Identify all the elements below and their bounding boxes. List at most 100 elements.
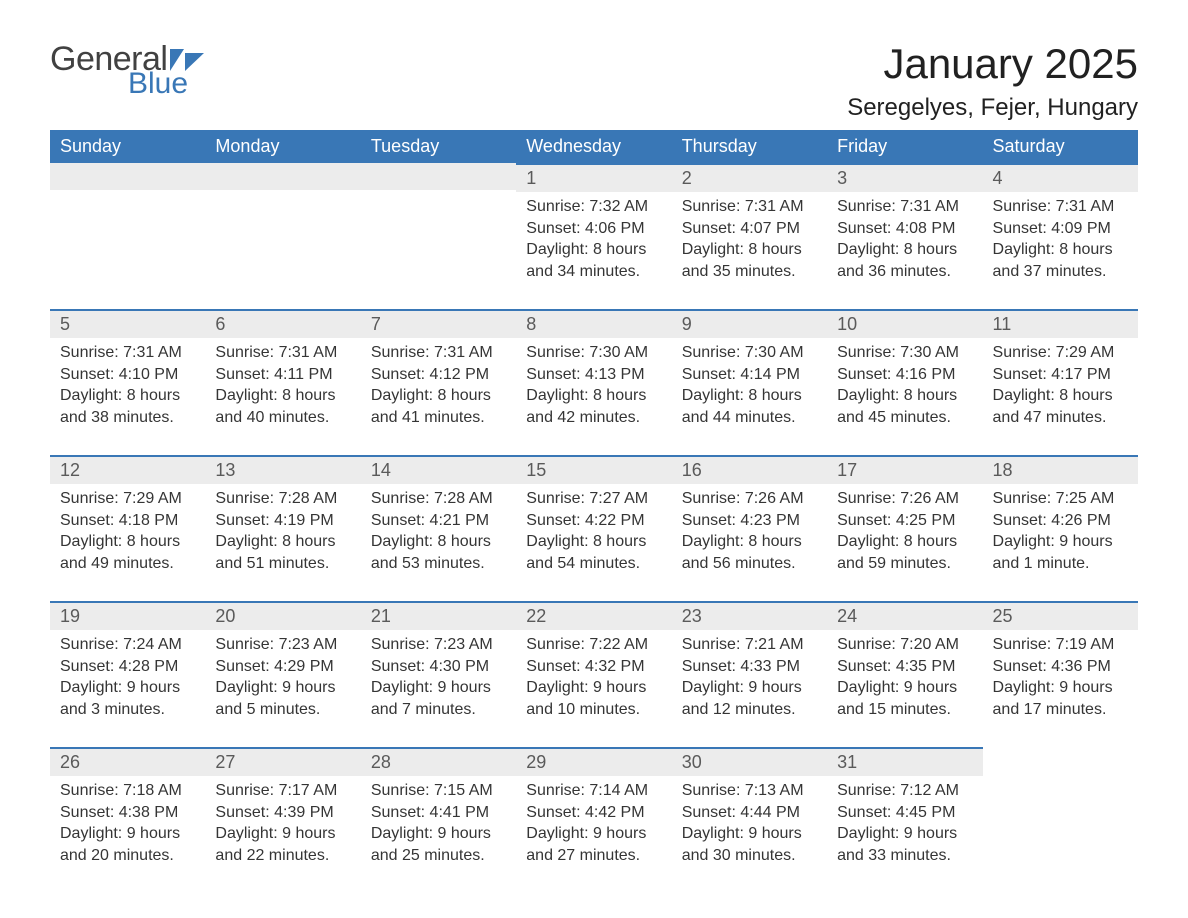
sunset-text: Sunset: 4:32 PM — [526, 656, 661, 678]
sunrise-text: Sunrise: 7:13 AM — [682, 780, 817, 802]
sunset-text: Sunset: 4:23 PM — [682, 510, 817, 532]
daylight-text-2: and 44 minutes. — [682, 407, 817, 429]
daylight-text-2: and 41 minutes. — [371, 407, 506, 429]
sunset-text: Sunset: 4:38 PM — [60, 802, 195, 824]
calendar-day: 21Sunrise: 7:23 AMSunset: 4:30 PMDayligh… — [361, 601, 516, 747]
calendar-day: 7Sunrise: 7:31 AMSunset: 4:12 PMDaylight… — [361, 309, 516, 455]
calendar-day: 24Sunrise: 7:20 AMSunset: 4:35 PMDayligh… — [827, 601, 982, 747]
sunset-text: Sunset: 4:07 PM — [682, 218, 817, 240]
sunset-text: Sunset: 4:09 PM — [993, 218, 1128, 240]
sunset-text: Sunset: 4:26 PM — [993, 510, 1128, 532]
daylight-text-2: and 37 minutes. — [993, 261, 1128, 283]
sunrise-text: Sunrise: 7:26 AM — [837, 488, 972, 510]
daylight-text-2: and 47 minutes. — [993, 407, 1128, 429]
weekday-header: Friday — [827, 130, 982, 163]
sunset-text: Sunset: 4:12 PM — [371, 364, 506, 386]
day-number: 2 — [672, 163, 827, 192]
empty-day-header — [361, 163, 516, 190]
header: General Blue January 2025 Seregelyes, Fe… — [50, 40, 1138, 122]
calendar-body: 1Sunrise: 7:32 AMSunset: 4:06 PMDaylight… — [50, 163, 1138, 893]
weekday-header: Wednesday — [516, 130, 671, 163]
sunrise-text: Sunrise: 7:23 AM — [215, 634, 350, 656]
daylight-text-2: and 35 minutes. — [682, 261, 817, 283]
calendar-day: 23Sunrise: 7:21 AMSunset: 4:33 PMDayligh… — [672, 601, 827, 747]
daylight-text-2: and 38 minutes. — [60, 407, 195, 429]
calendar-day — [361, 163, 516, 309]
calendar-day: 11Sunrise: 7:29 AMSunset: 4:17 PMDayligh… — [983, 309, 1138, 455]
daylight-text-1: Daylight: 9 hours — [526, 823, 661, 845]
day-number: 1 — [516, 163, 671, 192]
calendar-day: 15Sunrise: 7:27 AMSunset: 4:22 PMDayligh… — [516, 455, 671, 601]
calendar-day: 3Sunrise: 7:31 AMSunset: 4:08 PMDaylight… — [827, 163, 982, 309]
daylight-text-2: and 36 minutes. — [837, 261, 972, 283]
logo-flag-icon — [170, 49, 204, 76]
daylight-text-2: and 49 minutes. — [60, 553, 195, 575]
sunset-text: Sunset: 4:11 PM — [215, 364, 350, 386]
day-number: 8 — [516, 309, 671, 338]
day-body: Sunrise: 7:21 AMSunset: 4:33 PMDaylight:… — [672, 630, 827, 728]
day-body: Sunrise: 7:31 AMSunset: 4:11 PMDaylight:… — [205, 338, 360, 436]
daylight-text-2: and 17 minutes. — [993, 699, 1128, 721]
calendar-day — [50, 163, 205, 309]
sunset-text: Sunset: 4:19 PM — [215, 510, 350, 532]
sunset-text: Sunset: 4:08 PM — [837, 218, 972, 240]
sunset-text: Sunset: 4:33 PM — [682, 656, 817, 678]
daylight-text-2: and 33 minutes. — [837, 845, 972, 867]
sunset-text: Sunset: 4:29 PM — [215, 656, 350, 678]
daylight-text-1: Daylight: 8 hours — [215, 531, 350, 553]
sunrise-text: Sunrise: 7:20 AM — [837, 634, 972, 656]
sunrise-text: Sunrise: 7:31 AM — [60, 342, 195, 364]
daylight-text-2: and 1 minute. — [993, 553, 1128, 575]
calendar-week: 26Sunrise: 7:18 AMSunset: 4:38 PMDayligh… — [50, 747, 1138, 893]
daylight-text-2: and 10 minutes. — [526, 699, 661, 721]
empty-day-header — [50, 163, 205, 190]
weekday-header: Thursday — [672, 130, 827, 163]
sunrise-text: Sunrise: 7:17 AM — [215, 780, 350, 802]
daylight-text-1: Daylight: 8 hours — [837, 385, 972, 407]
calendar-day: 31Sunrise: 7:12 AMSunset: 4:45 PMDayligh… — [827, 747, 982, 893]
calendar-day: 13Sunrise: 7:28 AMSunset: 4:19 PMDayligh… — [205, 455, 360, 601]
sunrise-text: Sunrise: 7:29 AM — [993, 342, 1128, 364]
day-number: 14 — [361, 455, 516, 484]
sunrise-text: Sunrise: 7:29 AM — [60, 488, 195, 510]
day-number: 29 — [516, 747, 671, 776]
calendar-header-row: SundayMondayTuesdayWednesdayThursdayFrid… — [50, 130, 1138, 163]
day-body: Sunrise: 7:15 AMSunset: 4:41 PMDaylight:… — [361, 776, 516, 874]
daylight-text-1: Daylight: 8 hours — [526, 385, 661, 407]
calendar-day: 28Sunrise: 7:15 AMSunset: 4:41 PMDayligh… — [361, 747, 516, 893]
day-body: Sunrise: 7:23 AMSunset: 4:30 PMDaylight:… — [361, 630, 516, 728]
sunset-text: Sunset: 4:25 PM — [837, 510, 972, 532]
sunrise-text: Sunrise: 7:30 AM — [526, 342, 661, 364]
calendar-day: 25Sunrise: 7:19 AMSunset: 4:36 PMDayligh… — [983, 601, 1138, 747]
day-number: 26 — [50, 747, 205, 776]
sunset-text: Sunset: 4:16 PM — [837, 364, 972, 386]
day-number: 16 — [672, 455, 827, 484]
logo: General Blue — [50, 40, 204, 101]
sunrise-text: Sunrise: 7:26 AM — [682, 488, 817, 510]
daylight-text-1: Daylight: 8 hours — [371, 531, 506, 553]
sunrise-text: Sunrise: 7:31 AM — [682, 196, 817, 218]
day-body: Sunrise: 7:27 AMSunset: 4:22 PMDaylight:… — [516, 484, 671, 582]
daylight-text-1: Daylight: 9 hours — [682, 677, 817, 699]
daylight-text-2: and 27 minutes. — [526, 845, 661, 867]
day-body: Sunrise: 7:29 AMSunset: 4:17 PMDaylight:… — [983, 338, 1138, 436]
daylight-text-2: and 30 minutes. — [682, 845, 817, 867]
calendar-day: 22Sunrise: 7:22 AMSunset: 4:32 PMDayligh… — [516, 601, 671, 747]
day-number: 11 — [983, 309, 1138, 338]
day-body: Sunrise: 7:30 AMSunset: 4:16 PMDaylight:… — [827, 338, 982, 436]
calendar-day: 29Sunrise: 7:14 AMSunset: 4:42 PMDayligh… — [516, 747, 671, 893]
sunset-text: Sunset: 4:10 PM — [60, 364, 195, 386]
sunrise-text: Sunrise: 7:31 AM — [215, 342, 350, 364]
daylight-text-1: Daylight: 9 hours — [993, 531, 1128, 553]
sunrise-text: Sunrise: 7:30 AM — [682, 342, 817, 364]
weekday-header: Sunday — [50, 130, 205, 163]
daylight-text-2: and 40 minutes. — [215, 407, 350, 429]
sunset-text: Sunset: 4:41 PM — [371, 802, 506, 824]
day-body: Sunrise: 7:30 AMSunset: 4:14 PMDaylight:… — [672, 338, 827, 436]
calendar-week: 19Sunrise: 7:24 AMSunset: 4:28 PMDayligh… — [50, 601, 1138, 747]
calendar-day: 16 Sunrise: 7:26 AMSunset: 4:23 PMDayligh… — [672, 455, 827, 601]
daylight-text-1: Daylight: 8 hours — [682, 531, 817, 553]
sunrise-text: Sunrise: 7:22 AM — [526, 634, 661, 656]
sunrise-text: Sunrise: 7:28 AM — [371, 488, 506, 510]
daylight-text-1: Daylight: 9 hours — [60, 677, 195, 699]
